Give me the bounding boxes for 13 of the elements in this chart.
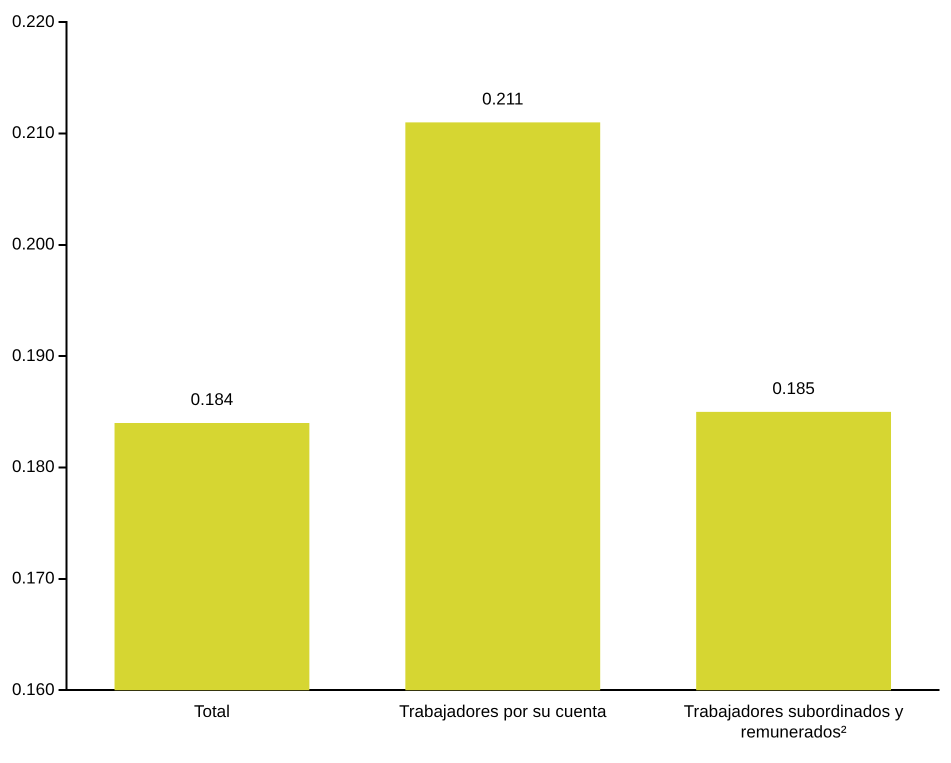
x-tick-label: Trabajadores por su cuenta bbox=[399, 702, 607, 722]
y-tick-label: 0.170 bbox=[12, 568, 55, 588]
x-tick-label: Total bbox=[194, 702, 230, 722]
y-tick-label: 0.200 bbox=[12, 234, 55, 254]
y-tick-label: 0.190 bbox=[12, 346, 55, 365]
x-tick-label: Trabajadores subordinados y remunerados² bbox=[684, 702, 904, 742]
y-tick-label: 0.180 bbox=[12, 457, 55, 476]
y-tick-label: 0.210 bbox=[12, 123, 55, 142]
y-tick-label: 0.220 bbox=[12, 12, 55, 31]
y-tick-label: 0.160 bbox=[12, 680, 55, 699]
data-label: 0.211 bbox=[482, 90, 524, 109]
data-label: 0.184 bbox=[190, 390, 234, 410]
data-label: 0.185 bbox=[772, 379, 815, 398]
